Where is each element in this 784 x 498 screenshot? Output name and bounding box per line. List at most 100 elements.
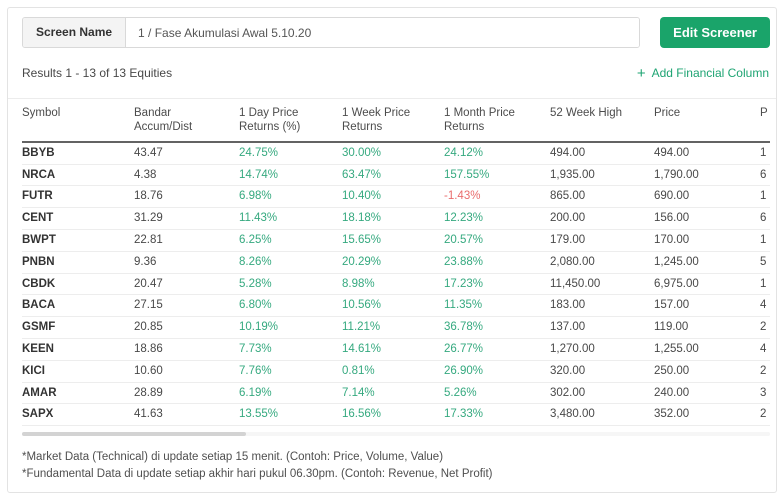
screen-name-label: Screen Name — [23, 18, 127, 47]
table-row[interactable]: CENT 31.29 11.43% 18.18% 12.23% 200.00 156.00 6 — [22, 207, 770, 230]
column-header-1month-returns[interactable]: 1 Month Price Returns — [444, 99, 550, 143]
table-row[interactable]: KICI 10.60 7.76% 0.81% 26.90% 320.00 250.00 2 — [22, 360, 770, 383]
cell-week_return: 30.00% — [342, 141, 444, 165]
column-header-symbol[interactable]: Symbol — [22, 99, 134, 143]
cell-symbol[interactable]: GSMF — [22, 316, 134, 339]
cell-price: 157.00 — [654, 294, 760, 318]
cell-month_return: -1.43% — [444, 185, 550, 209]
cell-bandar_accum_dist: 41.63 — [134, 403, 239, 427]
cell-p: 4 — [760, 338, 770, 361]
cell-symbol[interactable]: CBDK — [22, 273, 134, 296]
table-row[interactable]: SAPX 41.63 13.55% 16.56% 17.33% 3,480.00 352.0… — [22, 403, 770, 427]
results-bar: Results 1 - 13 of 13 Equities + Add Fina… — [8, 48, 776, 99]
cell-price: 240.00 — [654, 382, 760, 405]
cell-day_return: 5.28% — [239, 273, 342, 296]
cell-week52_high: 179.00 — [550, 229, 654, 252]
cell-week_return: 10.56% — [342, 294, 444, 318]
cell-month_return: 5.26% — [444, 382, 550, 405]
table-row[interactable]: AMAR 28.89 6.19% 7.14% 5.26% 302.00 240.00 3 — [22, 382, 770, 405]
cell-month_return: 23.88% — [444, 251, 550, 274]
table-row[interactable]: CBDK 20.47 5.28% 8.98% 17.23% 11,450.00 6,975.… — [22, 273, 770, 296]
cell-symbol[interactable]: KICI — [22, 360, 134, 383]
cell-price: 250.00 — [654, 360, 760, 383]
cell-price: 1,790.00 — [654, 164, 760, 187]
cell-symbol[interactable]: BWPT — [22, 229, 134, 252]
equities-table-container: Symbol Bandar Accum/Dist 1 Day Price Ret… — [22, 99, 770, 437]
cell-symbol[interactable]: CENT — [22, 207, 134, 230]
cell-week_return: 63.47% — [342, 164, 444, 187]
table-header-row: Symbol Bandar Accum/Dist 1 Day Price Ret… — [22, 99, 770, 143]
cell-price: 690.00 — [654, 185, 760, 209]
cell-week_return: 0.81% — [342, 360, 444, 383]
screener-card: Screen Name Edit Screener Results 1 - 13… — [7, 7, 777, 493]
cell-month_return: 36.78% — [444, 316, 550, 339]
cell-month_return: 26.77% — [444, 338, 550, 361]
table-row[interactable]: BBYB 43.47 24.75% 30.00% 24.12% 494.00 494.00 1 — [22, 141, 770, 165]
cell-symbol[interactable]: FUTR — [22, 185, 134, 209]
table-row[interactable]: BWPT 22.81 6.25% 15.65% 20.57% 179.00 170.00 1 — [22, 229, 770, 252]
cell-symbol[interactable]: AMAR — [22, 382, 134, 405]
column-header-p-clipped[interactable]: P — [760, 99, 770, 143]
cell-month_return: 24.12% — [444, 141, 550, 165]
table-row[interactable]: PNBN 9.36 8.26% 20.29% 23.88% 2,080.00 1,245.0… — [22, 251, 770, 274]
cell-week52_high: 865.00 — [550, 185, 654, 209]
cell-week52_high: 1,935.00 — [550, 164, 654, 187]
cell-month_return: 17.33% — [444, 403, 550, 427]
edit-screener-button[interactable]: Edit Screener — [660, 17, 770, 48]
cell-bandar_accum_dist: 20.47 — [134, 273, 239, 296]
table-row[interactable]: KEEN 18.86 7.73% 14.61% 26.77% 1,270.00 1,255.… — [22, 338, 770, 361]
table-row[interactable]: GSMF 20.85 10.19% 11.21% 36.78% 137.00 119.00 2 — [22, 316, 770, 339]
cell-p: 2 — [760, 360, 770, 383]
cell-week_return: 18.18% — [342, 207, 444, 230]
cell-week_return: 11.21% — [342, 316, 444, 339]
cell-symbol[interactable]: NRCA — [22, 164, 134, 187]
cell-day_return: 6.98% — [239, 185, 342, 209]
cell-symbol[interactable]: PNBN — [22, 251, 134, 274]
cell-week52_high: 11,450.00 — [550, 273, 654, 296]
cell-symbol[interactable]: BBYB — [22, 141, 134, 165]
cell-p: 2 — [760, 316, 770, 339]
table-row[interactable]: NRCA 4.38 14.74% 63.47% 157.55% 1,935.00 1,790… — [22, 164, 770, 187]
cell-symbol[interactable]: SAPX — [22, 403, 134, 427]
cell-price: 352.00 — [654, 403, 760, 427]
screen-name-input[interactable] — [126, 18, 640, 47]
column-header-52week-high[interactable]: 52 Week High — [550, 99, 654, 143]
cell-p: 3 — [760, 382, 770, 405]
column-header-bandar-accum-dist[interactable]: Bandar Accum/Dist — [134, 99, 239, 143]
cell-week_return: 7.14% — [342, 382, 444, 405]
cell-p: 5 — [760, 251, 770, 274]
cell-bandar_accum_dist: 18.76 — [134, 185, 239, 209]
add-financial-column-link[interactable]: + Add Financial Column — [637, 66, 769, 81]
cell-bandar_accum_dist: 27.15 — [134, 294, 239, 318]
cell-day_return: 10.19% — [239, 316, 342, 339]
cell-week52_high: 183.00 — [550, 294, 654, 318]
cell-p: 2 — [760, 403, 770, 427]
cell-week_return: 16.56% — [342, 403, 444, 427]
cell-p: 1 — [760, 273, 770, 296]
cell-week52_high: 200.00 — [550, 207, 654, 230]
cell-price: 494.00 — [654, 141, 760, 165]
column-header-1week-returns[interactable]: 1 Week Price Returns — [342, 99, 444, 143]
table-row[interactable]: BACA 27.15 6.80% 10.56% 11.35% 183.00 157.00 4 — [22, 294, 770, 318]
column-header-1day-returns[interactable]: 1 Day Price Returns (%) — [239, 99, 342, 143]
cell-week_return: 20.29% — [342, 251, 444, 274]
cell-week52_high: 320.00 — [550, 360, 654, 383]
cell-symbol[interactable]: KEEN — [22, 338, 134, 361]
equities-table: Symbol Bandar Accum/Dist 1 Day Price Ret… — [22, 99, 770, 427]
cell-day_return: 6.25% — [239, 229, 342, 252]
cell-symbol[interactable]: BACA — [22, 294, 134, 318]
horizontal-scrollbar-thumb[interactable] — [22, 432, 246, 437]
cell-price: 156.00 — [654, 207, 760, 230]
horizontal-scrollbar-track[interactable] — [22, 432, 770, 437]
cell-day_return: 6.80% — [239, 294, 342, 318]
cell-price: 6,975.00 — [654, 273, 760, 296]
cell-month_return: 157.55% — [444, 164, 550, 187]
column-header-price[interactable]: Price — [654, 99, 760, 143]
cell-p: 6 — [760, 207, 770, 230]
cell-day_return: 8.26% — [239, 251, 342, 274]
cell-day_return: 7.73% — [239, 338, 342, 361]
table-row[interactable]: FUTR 18.76 6.98% 10.40% -1.43% 865.00 690.00 1 — [22, 185, 770, 209]
screener-topbar: Screen Name Edit Screener — [8, 8, 776, 48]
cell-week_return: 14.61% — [342, 338, 444, 361]
cell-day_return: 11.43% — [239, 207, 342, 230]
